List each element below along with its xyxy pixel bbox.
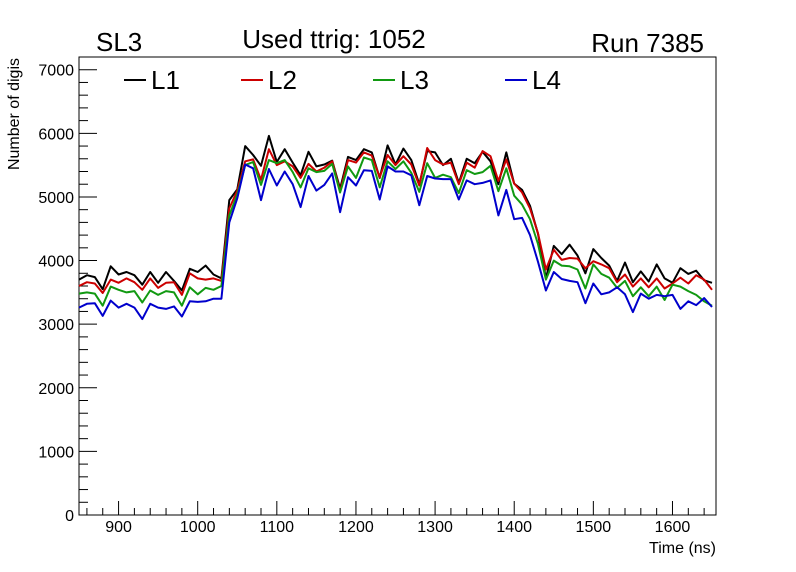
y-tick-label: 3000: [38, 317, 74, 334]
x-tick-label: 1400: [496, 519, 532, 536]
title-center: Used ttrig: 1052: [242, 24, 426, 54]
x-tick-label: 1300: [417, 519, 453, 536]
series-line-l3: [78, 156, 713, 307]
y-tick-label: 2000: [38, 381, 74, 398]
legend-label-l2: L2: [268, 65, 297, 95]
x-tick-label: 1100: [260, 519, 295, 536]
x-tick-label: 1600: [655, 519, 691, 536]
series-line-l4: [78, 163, 713, 321]
series-line-l2: [78, 147, 713, 296]
y-tick-label: 6000: [38, 126, 74, 143]
y-tick-label: 7000: [38, 63, 74, 80]
x-tick-label: 1500: [576, 519, 612, 536]
title-left: SL3: [96, 27, 142, 57]
x-tick-label: 900: [105, 519, 132, 536]
x-axis-title: Time (ns): [649, 540, 716, 557]
y-tick-label: 0: [65, 508, 74, 525]
axis-ticks: [79, 56, 705, 516]
legend-label-l1: L1: [151, 65, 180, 95]
x-tick-label: 1200: [338, 519, 374, 536]
tick-labels: 900 1000 1100 1200 1300 1400 1500 1600 0 1000 2000…: [38, 63, 690, 536]
series-lines: [78, 134, 713, 321]
y-tick-label: 1000: [38, 444, 74, 461]
x-tick-label: 1000: [180, 519, 216, 536]
legend: L1 L2 L3 L4: [124, 65, 561, 95]
y-tick-label: 4000: [38, 254, 74, 271]
title-right: Run 7385: [591, 28, 704, 58]
legend-label-l4: L4: [532, 65, 561, 95]
legend-label-l3: L3: [400, 65, 429, 95]
y-axis-title: Number of digis: [6, 58, 23, 170]
y-tick-label: 5000: [38, 190, 74, 207]
